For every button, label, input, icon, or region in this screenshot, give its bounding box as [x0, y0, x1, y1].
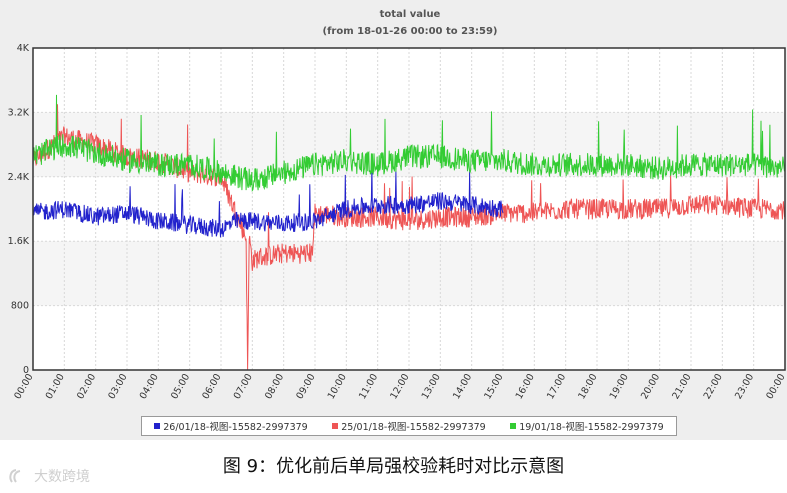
- series-line-1: [32, 164, 504, 238]
- x-tick-label: 13:00: [420, 372, 443, 401]
- x-tick-label: 00:00: [764, 372, 787, 401]
- legend-label: 26/01/18-视图-15582-2997379: [163, 422, 308, 433]
- x-tick-label: 15:00: [482, 372, 505, 401]
- watermark-logo-icon: [9, 469, 21, 483]
- chart-title: total value: [380, 9, 441, 20]
- y-tick-label: 4K: [17, 43, 30, 54]
- chart-legend: 26/01/18-视图-15582-2997379 25/01/18-视图-15…: [141, 416, 677, 436]
- x-tick-label: 04:00: [138, 372, 161, 401]
- x-tick-label: 19:00: [608, 372, 631, 401]
- watermark: 大数跨境: [8, 466, 90, 486]
- y-axis-ticks: 0 800 1.6K 2.4K 3.2K 4K: [8, 43, 30, 376]
- series-line-3: [32, 94, 786, 192]
- legend-item-26-01: 26/01/18-视图-15582-2997379: [154, 419, 308, 433]
- x-tick-label: 00:00: [12, 372, 35, 401]
- x-tick-label: 22:00: [702, 372, 725, 401]
- legend-label: 19/01/18-视图-15582-2997379: [519, 422, 664, 433]
- x-tick-label: 05:00: [169, 372, 192, 401]
- x-tick-label: 18:00: [576, 372, 599, 401]
- x-tick-label: 09:00: [294, 372, 317, 401]
- legend-label: 25/01/18-视图-15582-2997379: [341, 422, 486, 433]
- plot-frame: [32, 47, 786, 371]
- x-tick-label: 08:00: [263, 372, 286, 401]
- x-tick-label: 17:00: [545, 372, 568, 401]
- chart-panel: total value (from 18-01-26 00:00 to 23:5…: [0, 0, 787, 440]
- y-tick-label: 800: [11, 301, 29, 312]
- x-tick-label: 12:00: [388, 372, 411, 401]
- x-tick-label: 06:00: [200, 372, 223, 401]
- series-layer: [32, 94, 786, 371]
- x-tick-label: 21:00: [670, 372, 693, 401]
- legend-swatch-blue: [154, 423, 161, 429]
- y-tick-label: 3.2K: [8, 107, 30, 118]
- figure-caption: 图 9：优化前后单局强校验耗时对比示意图: [222, 456, 565, 477]
- x-tick-label: 07:00: [232, 372, 255, 401]
- chart-subtitle: (from 18-01-26 00:00 to 23:59): [323, 26, 498, 37]
- legend-swatch-red: [332, 423, 339, 429]
- x-tick-label: 16:00: [514, 372, 537, 401]
- x-tick-label: 11:00: [357, 372, 380, 401]
- x-tick-label: 01:00: [44, 372, 67, 401]
- legend-item-25-01: 25/01/18-视图-15582-2997379: [332, 419, 486, 433]
- watermark-text: 大数跨境: [34, 469, 90, 485]
- legend-swatch-green: [510, 423, 517, 429]
- y-tick-label: 1.6K: [8, 236, 30, 247]
- x-tick-label: 20:00: [639, 372, 662, 401]
- y-tick-label: 0: [23, 365, 29, 376]
- x-tick-label: 03:00: [106, 372, 129, 401]
- x-tick-label: 23:00: [733, 372, 756, 401]
- series-line-2: [32, 104, 786, 371]
- x-tick-label: 02:00: [75, 372, 98, 401]
- x-tick-label: 14:00: [451, 372, 474, 401]
- line-chart: total value (from 18-01-26 00:00 to 23:5…: [8, 9, 787, 401]
- y-tick-label: 2.4K: [8, 172, 30, 183]
- legend-item-19-01: 19/01/18-视图-15582-2997379: [510, 419, 664, 433]
- x-axis-ticks: 00:00 01:00 02:00 03:00 04:00 05:00 06:00 07:00…: [12, 372, 787, 401]
- x-tick-label: 10:00: [326, 372, 349, 401]
